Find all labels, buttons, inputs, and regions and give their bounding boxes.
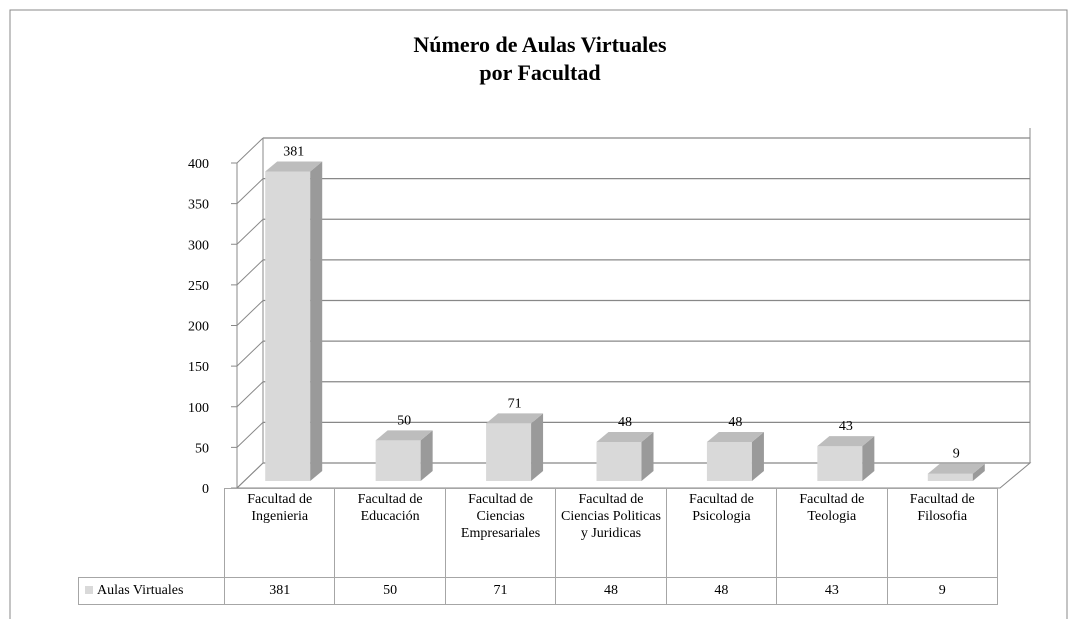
bar-top <box>375 430 433 441</box>
bar <box>486 413 544 481</box>
bar-side <box>862 436 875 481</box>
x-tick-label: Facultad de Psicologia <box>665 488 778 578</box>
grid-line <box>236 178 264 204</box>
bar-side <box>531 413 544 481</box>
y-tick-label: 250 <box>188 279 209 294</box>
bar-front <box>817 446 863 481</box>
grid-line <box>236 340 264 367</box>
grid-line <box>236 300 264 326</box>
table-value: 48 <box>555 576 667 605</box>
bar-top <box>265 161 323 172</box>
bar-front <box>706 442 752 481</box>
legend-label: Aulas Virtuales <box>97 583 184 598</box>
grid-line <box>236 462 264 489</box>
table-value: 71 <box>444 576 557 605</box>
bar-front <box>265 171 311 481</box>
bar-top <box>596 432 654 442</box>
data-label: 381 <box>283 144 304 159</box>
legend-cell: Aulas Virtuales <box>78 576 225 605</box>
grid-line <box>236 259 264 286</box>
grid-line <box>236 218 264 245</box>
blank-cell <box>78 488 225 578</box>
bar <box>596 432 654 481</box>
bar <box>375 430 433 481</box>
x-tick-label: Facultad de Ciencias Empresariales <box>444 488 557 578</box>
chart-title: por Facultad <box>479 60 600 85</box>
bar-side <box>420 430 433 481</box>
y-tick-label: 100 <box>188 401 209 416</box>
table-value: 43 <box>776 576 888 605</box>
table-value: 9 <box>886 576 998 605</box>
bar-side <box>641 432 654 481</box>
bar-top <box>706 432 764 442</box>
grid-line <box>236 422 264 448</box>
chart-frame <box>9 9 1068 619</box>
bar-front <box>927 473 973 481</box>
bar-side <box>310 161 323 481</box>
bar <box>927 463 985 481</box>
grid-line <box>236 137 264 164</box>
x-tick-label: Facultad de Ingenieria <box>223 488 336 578</box>
data-label: 43 <box>839 419 853 434</box>
bar-front <box>375 440 421 481</box>
y-tick-label: 400 <box>188 157 209 172</box>
table-value: 50 <box>334 576 446 605</box>
data-label: 9 <box>953 447 960 462</box>
data-label: 48 <box>618 415 632 430</box>
data-label: 48 <box>728 415 742 430</box>
bar-front <box>486 423 532 481</box>
x-tick-label: Facultad de Educación <box>334 488 446 578</box>
y-tick-label: 150 <box>188 360 209 375</box>
bar-side <box>751 432 764 481</box>
chart-title: Número de Aulas Virtuales <box>413 32 667 57</box>
bar <box>706 432 764 481</box>
data-label: 71 <box>508 396 522 411</box>
x-tick-label: Facultad de Teologia <box>776 488 888 578</box>
bar-side <box>972 463 985 481</box>
table-value: 381 <box>223 576 336 605</box>
table-value: 48 <box>665 576 778 605</box>
bar-top <box>817 436 875 447</box>
category-row: Facultad de Ingenieria Facultad de Educac… <box>78 488 998 578</box>
y-tick-label: 350 <box>188 198 209 213</box>
data-label: 50 <box>397 413 411 428</box>
legend-key <box>85 586 93 594</box>
x-tick-label: Facultad de Filosofia <box>886 488 998 578</box>
bar <box>265 161 323 481</box>
bar-top <box>486 413 544 424</box>
y-tick-label: 200 <box>188 320 209 335</box>
x-tick-label: Facultad de Ciencias Politicas y Juridic… <box>555 488 667 578</box>
bar-top <box>927 463 985 474</box>
value-row: Aulas Virtuales 381 50 71 48 48 43 9 <box>78 576 998 605</box>
bar-front <box>596 442 642 481</box>
grid-line <box>236 381 264 408</box>
bar <box>817 436 875 481</box>
y-tick-label: 50 <box>195 441 209 456</box>
data-table: Facultad de Ingenieria Facultad de Educac… <box>78 488 998 605</box>
y-tick-label: 300 <box>188 238 209 253</box>
